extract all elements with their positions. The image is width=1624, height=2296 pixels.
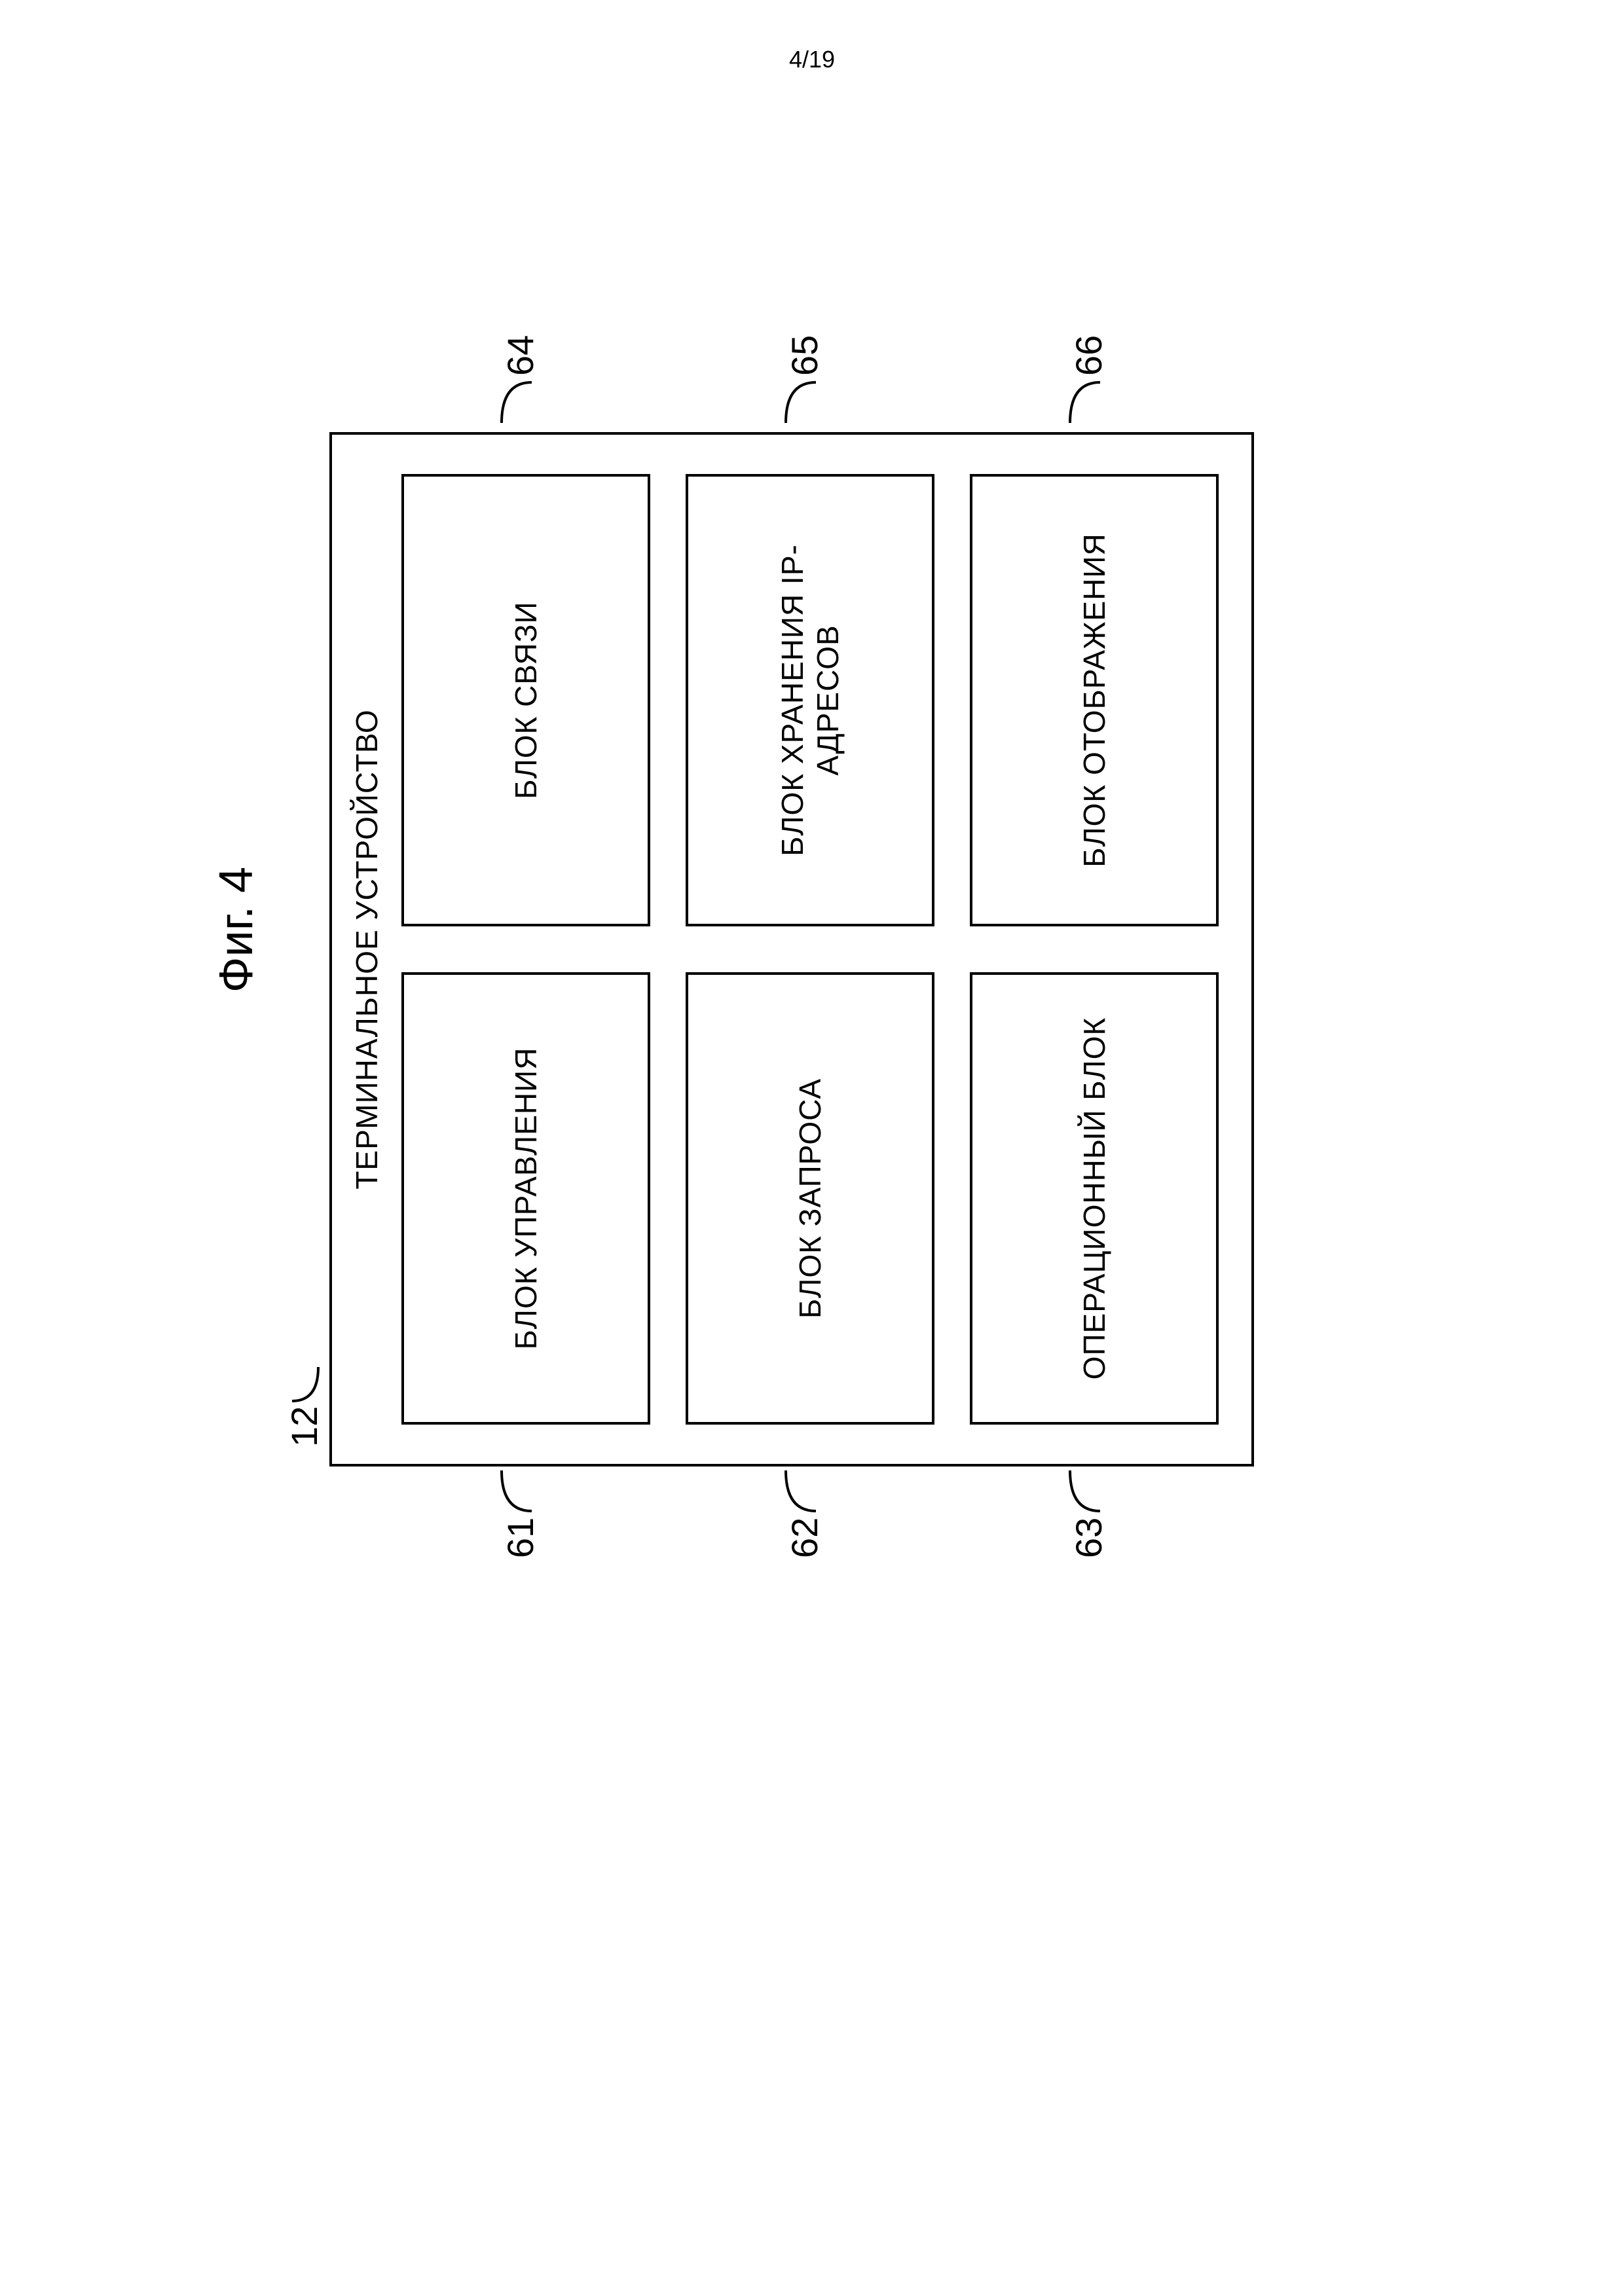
figure: Фиг. 4 12 61 62: [210, 275, 1254, 1584]
ref-callout-65: 65: [782, 335, 827, 426]
ref-number: 61: [499, 1518, 542, 1558]
block-66: БЛОК ОТОБРАЖЕНИЯ: [970, 474, 1219, 926]
page-number: 4/19: [0, 46, 1624, 73]
ref-callout-62: 62: [782, 1468, 827, 1558]
block-63: ОПЕРАЦИОННЫЙ БЛОК: [970, 972, 1219, 1425]
ref-number: 63: [1067, 1518, 1110, 1558]
leader-hook-icon: [1066, 380, 1111, 426]
leader-hook-icon: [289, 1364, 325, 1404]
leader-hook-icon: [782, 1468, 827, 1514]
block-64: БЛОК СВЯЗИ: [401, 474, 650, 926]
leader-hook-icon: [782, 380, 827, 426]
container-ref-number: 12: [283, 1406, 325, 1447]
ref-number: 62: [783, 1518, 826, 1558]
container-title: ТЕРМИНАЛЬНОЕ УСТРОЙСТВО: [349, 474, 384, 1425]
figure-rotated-group: Фиг. 4 12 61 62: [210, 275, 1254, 1584]
container-ref-callout: 12: [283, 275, 325, 1447]
leader-hook-icon: [498, 1468, 543, 1514]
ref-callout-63: 63: [1066, 1468, 1111, 1558]
block-65: БЛОК ХРАНЕНИЯ IP-АДРЕСОВ: [686, 474, 934, 926]
ref-number: 65: [783, 335, 826, 376]
figure-title: Фиг. 4: [210, 275, 263, 1584]
block-62: БЛОК ЗАПРОСА: [686, 972, 934, 1425]
block-61: БЛОК УПРАВЛЕНИЯ: [401, 972, 650, 1425]
leader-hook-icon: [1066, 1468, 1111, 1514]
ref-number: 64: [499, 335, 542, 376]
ref-callout-61: 61: [498, 1468, 543, 1558]
blocks-grid: БЛОК УПРАВЛЕНИЯ БЛОК СВЯЗИ БЛОК ЗАПРОСА …: [401, 474, 1219, 1425]
leader-hook-icon: [498, 380, 543, 426]
ref-callout-66: 66: [1066, 335, 1111, 426]
ref-callout-64: 64: [498, 335, 543, 426]
ref-number: 66: [1067, 335, 1110, 376]
terminal-device-container: ТЕРМИНАЛЬНОЕ УСТРОЙСТВО БЛОК УПРАВЛЕНИЯ …: [329, 432, 1254, 1467]
